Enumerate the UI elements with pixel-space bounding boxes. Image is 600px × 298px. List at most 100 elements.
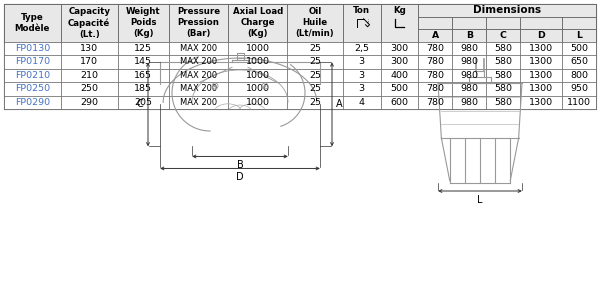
Bar (452, 41, 486, 55)
Bar (562, 41, 596, 55)
Bar (4, 4, 596, 109)
Bar (380, 82, 418, 95)
Text: MAX 200: MAX 200 (180, 71, 217, 80)
Text: FP0250: FP0250 (15, 84, 50, 93)
Text: B: B (236, 160, 244, 170)
Text: 980: 980 (460, 98, 478, 107)
Text: 145: 145 (134, 57, 152, 66)
Bar (562, 16, 596, 29)
Bar (169, 95, 228, 109)
Text: 780: 780 (427, 98, 445, 107)
Text: 300: 300 (391, 57, 409, 66)
Bar (418, 55, 452, 69)
Bar (380, 69, 418, 82)
Bar (169, 55, 228, 69)
Text: 1000: 1000 (246, 57, 270, 66)
Text: 780: 780 (427, 71, 445, 80)
Text: 950: 950 (570, 84, 588, 93)
Bar (418, 41, 452, 55)
Bar (380, 55, 418, 69)
Bar (418, 16, 452, 29)
Bar (61, 4, 118, 41)
Text: 1000: 1000 (246, 84, 270, 93)
Bar (452, 82, 486, 95)
Text: 1000: 1000 (246, 44, 270, 53)
Bar (486, 69, 520, 82)
Bar (520, 69, 562, 82)
Text: 25: 25 (309, 57, 321, 66)
Text: FP0170: FP0170 (15, 57, 50, 66)
Bar (4, 69, 61, 82)
Text: 1300: 1300 (529, 57, 553, 66)
Text: 650: 650 (570, 57, 588, 66)
Bar (287, 55, 343, 69)
Text: 3: 3 (359, 84, 365, 93)
Bar (61, 69, 118, 82)
Text: 980: 980 (460, 44, 478, 53)
Bar (562, 55, 596, 69)
Bar (343, 82, 380, 95)
Bar (418, 69, 452, 82)
Text: Axial Load
Charge
(Kg): Axial Load Charge (Kg) (233, 7, 283, 38)
Bar (228, 69, 287, 82)
Text: 600: 600 (391, 98, 409, 107)
Bar (228, 4, 287, 41)
Text: 1300: 1300 (529, 71, 553, 80)
Bar (452, 16, 486, 29)
Bar (486, 16, 520, 29)
Bar (452, 29, 486, 41)
Text: 3: 3 (359, 57, 365, 66)
Bar (118, 4, 169, 41)
Text: 800: 800 (570, 71, 588, 80)
Text: Kg: Kg (393, 6, 406, 15)
Bar (343, 69, 380, 82)
Text: FP0210: FP0210 (15, 71, 50, 80)
Bar (169, 69, 228, 82)
Text: 250: 250 (80, 84, 98, 93)
Bar (61, 82, 118, 95)
Text: 25: 25 (309, 84, 321, 93)
Text: 170: 170 (80, 57, 98, 66)
Text: 580: 580 (494, 98, 512, 107)
Text: 780: 780 (427, 44, 445, 53)
Text: 980: 980 (460, 57, 478, 66)
Bar (343, 4, 380, 41)
Bar (169, 41, 228, 55)
Text: 25: 25 (309, 71, 321, 80)
Text: 1300: 1300 (529, 84, 553, 93)
Text: FP0290: FP0290 (15, 98, 50, 107)
Circle shape (214, 85, 216, 87)
Bar (418, 4, 596, 16)
Bar (520, 16, 562, 29)
Bar (562, 29, 596, 41)
Bar (228, 55, 287, 69)
Text: 125: 125 (134, 44, 152, 53)
Bar (228, 82, 287, 95)
Circle shape (264, 85, 266, 87)
Bar (486, 29, 520, 41)
Text: 2,5: 2,5 (354, 44, 369, 53)
Bar (562, 82, 596, 95)
Bar (118, 82, 169, 95)
Bar (4, 55, 61, 69)
Text: 780: 780 (427, 57, 445, 66)
Text: 500: 500 (391, 84, 409, 93)
Text: 290: 290 (80, 98, 98, 107)
Bar (169, 4, 228, 41)
Bar (118, 41, 169, 55)
Text: 130: 130 (80, 44, 98, 53)
Bar (4, 95, 61, 109)
Bar (520, 29, 562, 41)
Bar (61, 41, 118, 55)
Text: 1000: 1000 (246, 98, 270, 107)
Bar (228, 41, 287, 55)
Bar (520, 95, 562, 109)
Text: MAX 200: MAX 200 (180, 57, 217, 66)
Bar (562, 95, 596, 109)
Bar (118, 55, 169, 69)
Text: 1300: 1300 (529, 44, 553, 53)
Text: Dimensions: Dimensions (473, 5, 541, 15)
Bar (418, 95, 452, 109)
Bar (486, 95, 520, 109)
Text: 980: 980 (460, 84, 478, 93)
